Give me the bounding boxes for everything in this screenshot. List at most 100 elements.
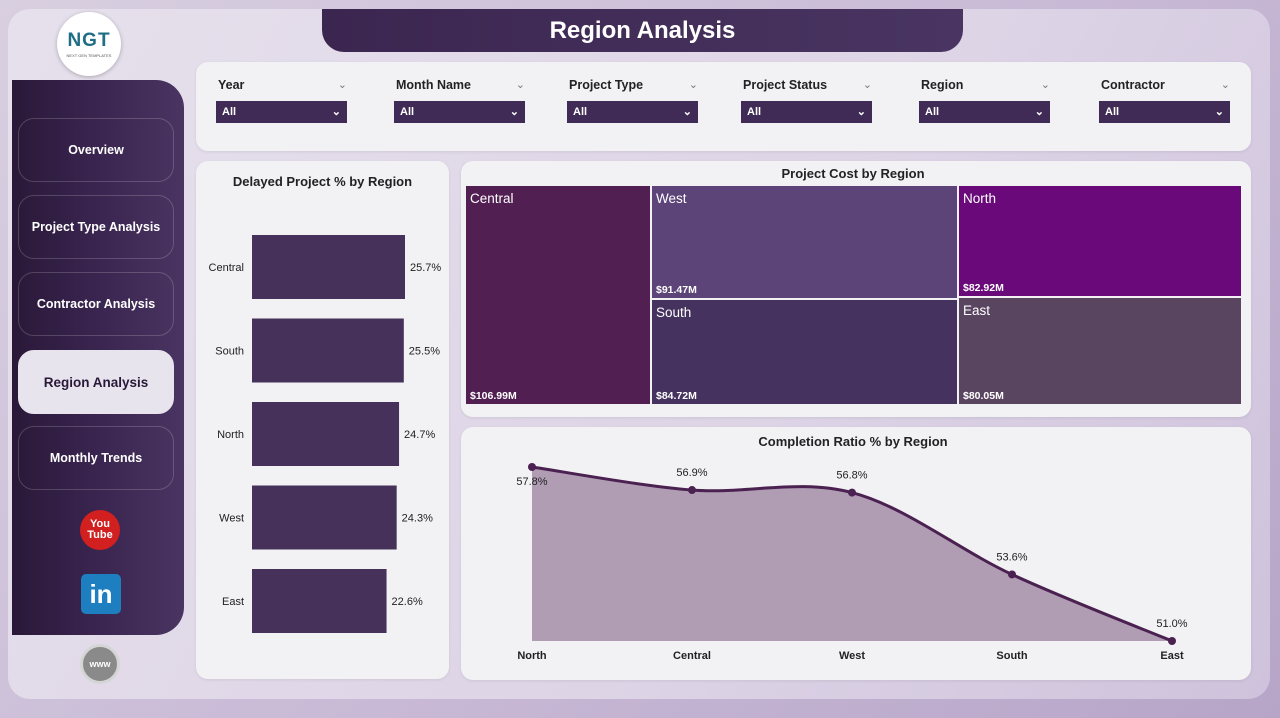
project-type-select[interactable]: All ⌄ — [567, 101, 698, 123]
chevron-down-icon: ⌄ — [509, 106, 519, 118]
linkedin-text: in — [89, 578, 113, 609]
nav-region-analysis[interactable]: Region Analysis — [18, 350, 174, 414]
select-value: All — [222, 106, 237, 118]
point-central[interactable] — [688, 486, 696, 495]
tile-name: Central — [470, 191, 514, 206]
chevron-down-icon: ⌄ — [856, 106, 866, 118]
delayed-chart-title: Delayed Project % by Region — [232, 174, 413, 189]
treemap-tile-east[interactable]: East $80.05M — [958, 297, 1242, 405]
nav-contractor-analysis[interactable]: Contractor Analysis — [18, 272, 174, 336]
logo-text: NGT — [67, 30, 111, 51]
bar-value-label: 24.3% — [402, 513, 433, 525]
web-text: www — [89, 659, 111, 669]
month-name-select[interactable]: All ⌄ — [394, 101, 525, 123]
chevron-down-icon: ⌄ — [1034, 106, 1044, 118]
tile-value: $82.92M — [963, 282, 1004, 294]
cost-chart-title: Project Cost by Region — [781, 166, 925, 181]
point-value-label: 51.0% — [1156, 618, 1187, 630]
chevron-down-icon[interactable]: ⌄ — [337, 79, 347, 91]
chevron-down-icon[interactable]: ⌄ — [515, 79, 525, 91]
logo-subtext: NEXT GEN TEMPLATES — [66, 53, 112, 58]
bar-category-label: North — [217, 429, 244, 441]
filter-region: Region ⌄ All ⌄ — [919, 78, 1052, 123]
globe-icon[interactable]: www — [80, 644, 120, 684]
x-tick-label: West — [839, 650, 865, 662]
tile-name: East — [963, 303, 991, 318]
area-fill — [532, 467, 1172, 641]
point-east[interactable] — [1168, 637, 1176, 645]
filter-project-status: Project Status ⌄ All ⌄ — [741, 78, 874, 123]
filter-project-type: Project Type ⌄ All ⌄ — [567, 78, 700, 123]
filter-label: Project Type — [569, 78, 644, 92]
chevron-down-icon[interactable]: ⌄ — [862, 79, 872, 91]
filter-year: Year ⌄ All ⌄ — [216, 78, 349, 123]
bar-category-label: East — [222, 596, 244, 608]
chevron-down-icon[interactable]: ⌄ — [688, 79, 698, 91]
youtube-text-top: You — [90, 518, 110, 530]
x-tick-label: South — [996, 650, 1027, 662]
tile-value: $91.47M — [656, 284, 697, 296]
chevron-down-icon: ⌄ — [682, 106, 692, 118]
select-value: All — [573, 106, 588, 118]
bar-west[interactable] — [252, 485, 397, 550]
point-south[interactable] — [1008, 570, 1016, 579]
sidebar: Overview Project Type Analysis Contracto… — [12, 80, 184, 635]
filter-contractor: Contractor ⌄ All ⌄ — [1099, 78, 1232, 123]
completion-area-chart: 57.8% North 56.9% Central 56.8% West 53.6% Sout… — [516, 463, 1188, 662]
contractor-select[interactable]: All ⌄ — [1099, 101, 1230, 123]
tile-value: $80.05M — [963, 390, 1004, 402]
filter-label: Year — [218, 78, 245, 92]
page-title-text: Region Analysis — [549, 16, 736, 44]
chevron-down-icon[interactable]: ⌄ — [1040, 79, 1050, 91]
point-value-label: 56.9% — [676, 467, 707, 479]
project-status-select[interactable]: All ⌄ — [741, 101, 872, 123]
completion-chart-title: Completion Ratio % by Region — [758, 434, 948, 449]
treemap-tile-south[interactable]: South $84.72M — [651, 299, 958, 405]
point-north[interactable] — [528, 463, 536, 471]
delayed-bar-chart: Central 25.7% South 25.5% North 24.7% West 24.3… — [209, 235, 441, 633]
chevron-down-icon[interactable]: ⌄ — [1220, 79, 1230, 91]
filter-month-name: Month Name ⌄ All ⌄ — [394, 78, 527, 123]
treemap-tile-central[interactable]: Central $106.99M — [465, 185, 651, 405]
point-value-label: 57.8% — [516, 476, 547, 488]
year-select[interactable]: All ⌄ — [216, 101, 347, 123]
filter-label: Month Name — [396, 78, 471, 92]
bar-value-label: 25.5% — [409, 346, 440, 358]
treemap-tile-west[interactable]: West $91.47M — [651, 185, 958, 299]
bar-north[interactable] — [252, 402, 400, 466]
ngt-logo: NGT NEXT GEN TEMPLATES — [57, 12, 121, 76]
point-value-label: 56.8% — [836, 470, 867, 482]
nav-monthly-trends[interactable]: Monthly Trends — [18, 426, 174, 490]
select-value: All — [400, 106, 415, 118]
point-value-label: 53.6% — [996, 551, 1027, 563]
tile-value: $84.72M — [656, 390, 697, 402]
bar-central[interactable] — [252, 235, 405, 299]
tile-name: South — [656, 305, 692, 320]
filter-label: Contractor — [1101, 78, 1165, 92]
nav-overview[interactable]: Overview — [18, 118, 174, 182]
page-title: Region Analysis — [322, 9, 963, 52]
tile-value: $106.99M — [470, 390, 517, 402]
region-select[interactable]: All ⌄ — [919, 101, 1050, 123]
select-value: All — [925, 106, 940, 118]
x-tick-label: Central — [673, 650, 711, 662]
tile-name: West — [656, 191, 687, 206]
nav-project-type-analysis[interactable]: Project Type Analysis — [18, 195, 174, 259]
point-west[interactable] — [848, 488, 856, 497]
x-tick-label: East — [1160, 650, 1184, 662]
bar-east[interactable] — [252, 569, 387, 633]
completion-chart-card: Completion Ratio % by Region 57.8% North 5… — [461, 427, 1251, 680]
filter-label: Project Status — [743, 78, 828, 92]
tile-name: North — [963, 191, 997, 206]
select-value: All — [1105, 106, 1120, 118]
x-tick-label: North — [517, 650, 547, 662]
bar-south[interactable] — [252, 318, 404, 383]
linkedin-icon[interactable]: in — [81, 574, 121, 614]
bar-value-label: 25.7% — [410, 262, 441, 274]
chevron-down-icon: ⌄ — [331, 106, 341, 118]
bar-value-label: 24.7% — [404, 429, 435, 441]
treemap-tile-north[interactable]: North $82.92M — [958, 185, 1242, 297]
delayed-chart-card: Delayed Project % by Region Central 25.7%… — [196, 161, 449, 679]
youtube-text-bottom: Tube — [87, 529, 113, 541]
youtube-icon[interactable]: You Tube — [80, 510, 120, 550]
